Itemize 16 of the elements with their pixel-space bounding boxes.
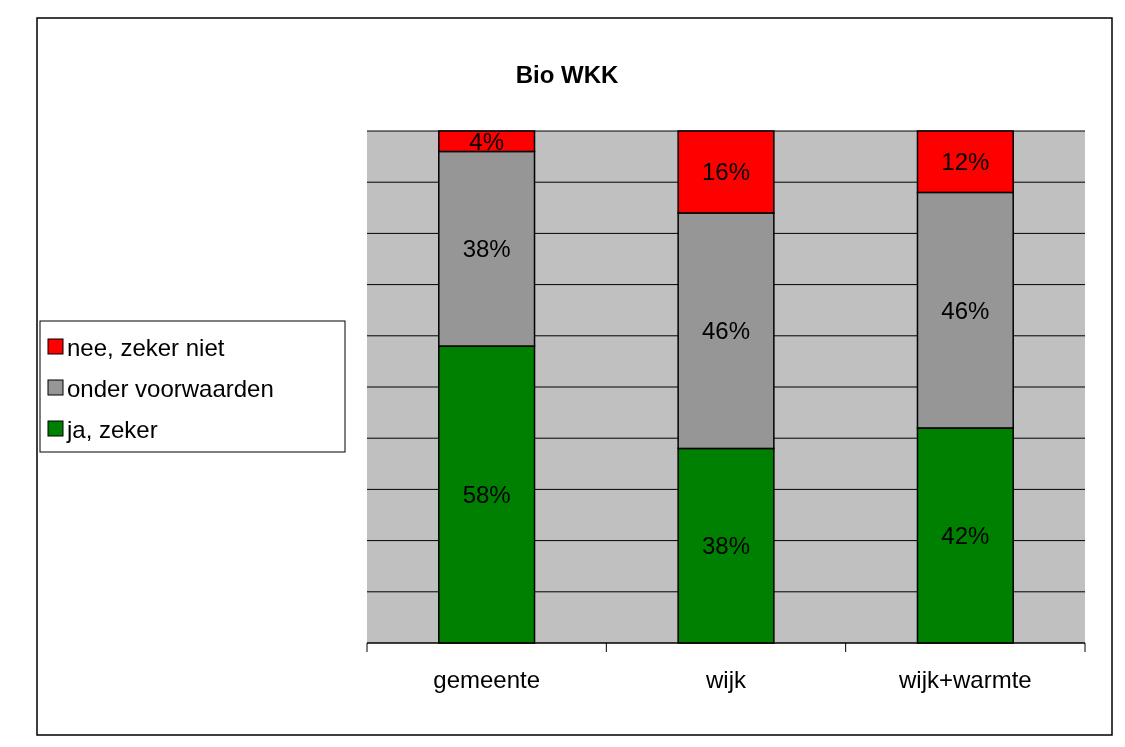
- legend-label: onder voorwaarden: [67, 374, 274, 402]
- x-tick-label: wijk+warmte: [897, 666, 1032, 693]
- data-label: 58%: [462, 481, 511, 509]
- data-label: 46%: [701, 317, 751, 345]
- chart-title: Bio WKK: [515, 61, 619, 88]
- data-label: 42%: [941, 521, 990, 549]
- x-tick-label: wijk: [705, 666, 747, 693]
- legend-label: ja, zeker: [66, 415, 158, 443]
- data-label: 38%: [462, 235, 511, 263]
- legend-label: nee, zeker niet: [67, 333, 225, 361]
- data-label: 46%: [941, 296, 990, 324]
- data-label: 4%: [469, 127, 505, 155]
- data-label: 16%: [701, 158, 751, 186]
- x-tick-label: gemeente: [433, 666, 541, 693]
- data-label: 38%: [701, 532, 751, 560]
- data-label: 12%: [941, 148, 990, 176]
